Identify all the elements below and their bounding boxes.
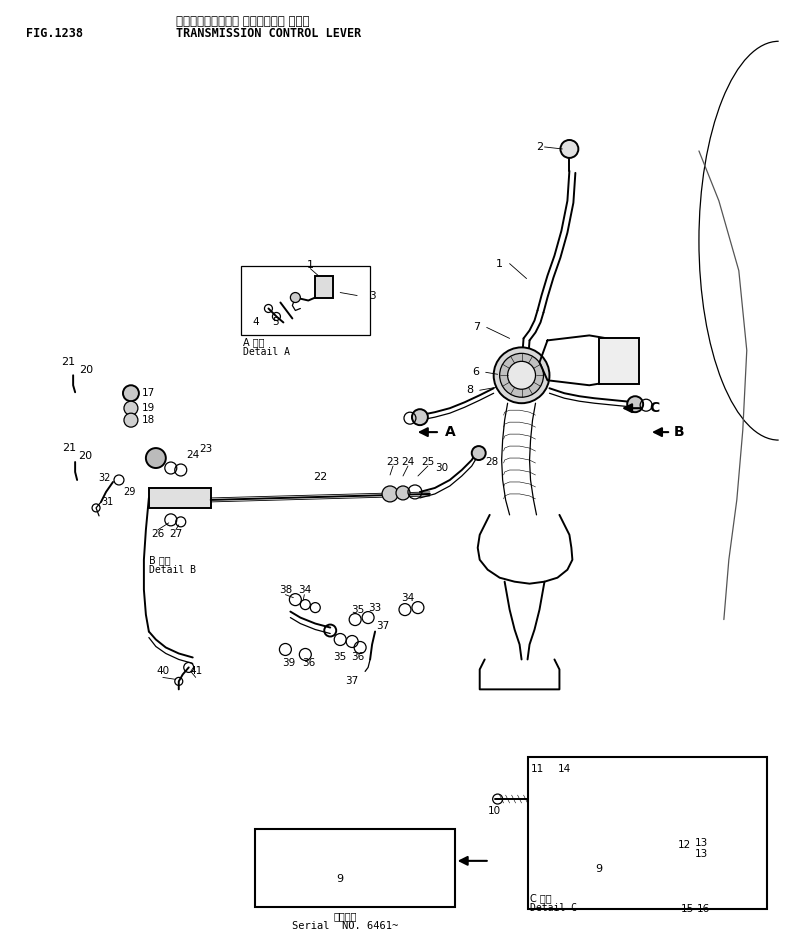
Text: 37: 37 [376,621,390,631]
Bar [534,854,679,894]
Text: 6: 6 [472,367,479,377]
Text: 9: 9 [336,874,343,884]
Text: 13: 13 [696,838,708,848]
Circle shape [508,361,536,389]
Text: Serial  NO. 6461~: Serial NO. 6461~ [292,920,398,931]
Circle shape [412,410,428,425]
Text: 25: 25 [421,457,435,467]
Text: Detail C: Detail C [529,902,576,913]
Text: 20: 20 [79,365,93,376]
Text: 35: 35 [351,604,365,615]
Bar [599,339,639,384]
Circle shape [124,413,138,428]
Circle shape [647,854,661,867]
Text: 13: 13 [696,849,708,859]
Text: 通番号機: 通番号機 [333,911,357,920]
Text: 36: 36 [351,653,365,662]
Text: 34: 34 [297,585,311,595]
Text: 26: 26 [151,529,165,539]
Text: 1: 1 [496,258,503,269]
Text: 14: 14 [558,764,571,774]
Circle shape [494,347,549,403]
Text: 28: 28 [485,457,498,467]
Text: 27: 27 [169,529,182,539]
Text: 18: 18 [142,415,156,425]
Text: 2: 2 [536,142,543,152]
Text: Detail A: Detail A [242,347,289,358]
Text: 31: 31 [101,497,113,507]
Circle shape [667,854,681,867]
Text: Detail B: Detail B [149,565,196,575]
Text: 32: 32 [98,473,111,483]
Circle shape [677,854,691,867]
Bar [255,829,455,906]
Text: C 詳細: C 詳細 [529,893,551,902]
Text: 34: 34 [401,592,414,603]
Text: TRANSMISSION CONTROL LEVER: TRANSMISSION CONTROL LEVER [176,27,361,41]
Circle shape [499,354,544,397]
Text: A 詳細: A 詳細 [242,338,264,347]
Text: 24: 24 [186,450,200,460]
Text: A: A [444,425,456,439]
Text: 24: 24 [401,457,414,467]
Text: 30: 30 [436,463,448,473]
Text: 35: 35 [334,653,347,662]
Text: 36: 36 [301,658,315,669]
Text: 38: 38 [279,585,292,595]
Circle shape [290,292,301,303]
Text: 10: 10 [488,806,501,816]
Text: 3: 3 [369,290,375,301]
Circle shape [145,448,166,468]
Text: 21: 21 [61,358,76,367]
Text: 39: 39 [281,658,295,669]
Bar [316,275,333,297]
Text: 15: 15 [681,903,693,914]
Text: トランスミッション コントロール レバー: トランスミッション コントロール レバー [176,15,309,28]
Text: 29: 29 [122,487,135,497]
Text: 37: 37 [346,676,359,687]
Text: 19: 19 [142,403,156,413]
Circle shape [471,447,486,460]
Circle shape [680,887,694,902]
Circle shape [396,486,410,499]
Text: 40: 40 [157,666,169,676]
Text: 20: 20 [78,451,92,461]
Text: 1: 1 [307,259,314,270]
Circle shape [627,396,643,412]
Text: 17: 17 [142,388,156,398]
Text: 22: 22 [313,472,328,482]
Text: 41: 41 [189,666,203,676]
Text: 8: 8 [466,385,473,395]
Text: 23: 23 [199,444,212,454]
Text: 21: 21 [62,443,76,453]
Text: 9: 9 [595,864,603,874]
Circle shape [123,385,139,401]
Text: B 詳細: B 詳細 [149,554,170,565]
Circle shape [657,854,671,867]
Circle shape [560,140,579,158]
Circle shape [687,854,701,867]
Bar [149,488,211,508]
Text: C: C [649,401,659,415]
Bar [241,266,370,336]
Text: 12: 12 [677,840,691,850]
Text: FIG.1238: FIG.1238 [26,27,83,41]
Text: 33: 33 [368,603,382,613]
Bar [528,757,766,909]
Circle shape [341,850,359,867]
Text: 4: 4 [252,318,259,327]
Text: 5: 5 [272,318,279,327]
Circle shape [382,486,398,502]
Text: 11: 11 [531,764,544,774]
Text: 7: 7 [473,323,480,332]
Circle shape [124,401,138,415]
Text: 16: 16 [697,903,711,914]
Text: 23: 23 [386,457,400,467]
Text: B: B [673,425,684,439]
